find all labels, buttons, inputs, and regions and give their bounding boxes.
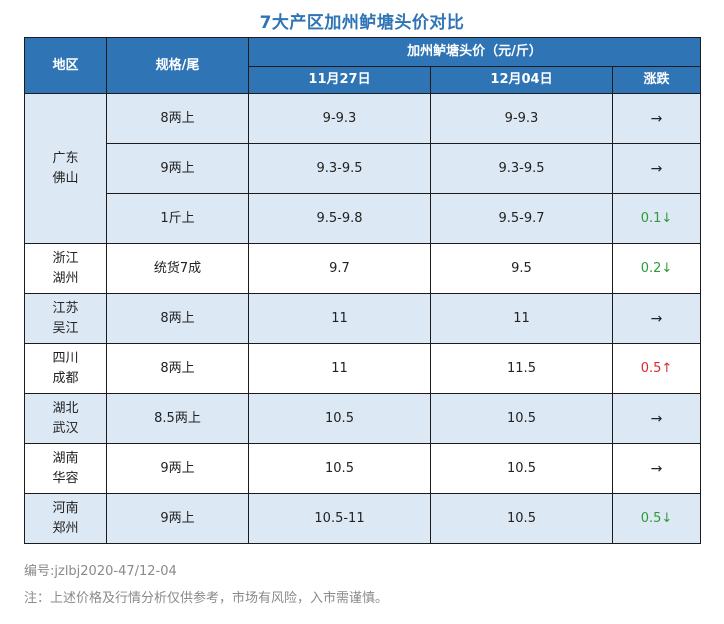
change-cell: → bbox=[612, 393, 701, 444]
spec-cell: 8两上 bbox=[106, 343, 249, 394]
region-cell: 江苏 吴江 bbox=[24, 293, 107, 344]
region-line: 湖南 bbox=[52, 450, 79, 466]
region-cell: 河南 郑州 bbox=[24, 493, 107, 544]
region-line: 河南 bbox=[52, 500, 79, 516]
price-dec04-cell: 9.5-9.7 bbox=[430, 193, 613, 244]
change-cell: 0.2↓ bbox=[612, 243, 701, 294]
price-nov27-cell: 11 bbox=[248, 343, 431, 394]
table-row: 湖北 武汉 8.5两上 10.5 10.5 → bbox=[24, 393, 701, 444]
header-region: 地区 bbox=[24, 37, 107, 94]
region-cell: 广东 佛山 bbox=[24, 93, 107, 244]
price-dec04-cell: 9.3-9.5 bbox=[430, 143, 613, 194]
region-line: 浙江 bbox=[52, 250, 79, 266]
spec-cell: 统货7成 bbox=[106, 243, 249, 294]
change-cell: 0.5↑ bbox=[612, 343, 701, 394]
region-cell: 浙江 湖州 bbox=[24, 243, 107, 294]
price-dec04-cell: 9.5 bbox=[430, 243, 613, 294]
price-dec04-cell: 11.5 bbox=[430, 343, 613, 394]
price-nov27-cell: 10.5 bbox=[248, 443, 431, 494]
table-row: 浙江 湖州 统货7成 9.7 9.5 0.2↓ bbox=[24, 243, 701, 294]
region-line: 江苏 bbox=[52, 300, 79, 316]
change-cell: → bbox=[612, 143, 701, 194]
header-spec: 规格/尾 bbox=[106, 37, 249, 94]
header-change: 涨跌 bbox=[612, 66, 701, 94]
price-dec04-cell: 10.5 bbox=[430, 443, 613, 494]
change-cell: → bbox=[612, 293, 701, 344]
table-row: 9两上 9.3-9.5 9.3-9.5 → bbox=[25, 143, 701, 194]
spec-cell: 8两上 bbox=[106, 93, 249, 144]
region-line: 郑州 bbox=[52, 520, 79, 536]
price-table: 地区 规格/尾 加州鲈塘头价（元/斤） 11月27日 12月04日 涨跌 广东佛… bbox=[24, 37, 701, 544]
spec-cell: 9两上 bbox=[106, 143, 249, 194]
price-nov27-cell: 9-9.3 bbox=[248, 93, 431, 144]
report-code: 编号:jzlbj2020-47/12-04 bbox=[24, 564, 177, 579]
price-nov27-cell: 11 bbox=[248, 293, 431, 344]
header-date-1: 11月27日 bbox=[248, 66, 431, 94]
table-body: 广东 佛山 8两上 9-9.3 9-9.3 → 9两上 9.3-9.5 9.3-9.5 → 1斤上 9… bbox=[24, 93, 701, 544]
table-row: 湖南 华容 9两上 10.5 10.5 → bbox=[24, 443, 701, 494]
spec-cell: 1斤上 bbox=[106, 193, 249, 244]
spec-cell: 8.5两上 bbox=[106, 393, 249, 444]
price-dec04-cell: 10.5 bbox=[430, 393, 613, 444]
price-nov27-cell: 9.3-9.5 bbox=[248, 143, 431, 194]
region-line: 广东 bbox=[52, 150, 79, 166]
page-title: 7大产区加州鲈塘头价对比 bbox=[259, 13, 465, 33]
spec-cell: 8两上 bbox=[106, 293, 249, 344]
spec-cell: 9两上 bbox=[106, 493, 249, 544]
price-dec04-cell: 10.5 bbox=[430, 493, 613, 544]
region-cell: 四川 成都 bbox=[24, 343, 107, 394]
region-line: 华容 bbox=[52, 470, 79, 486]
price-nov27-cell: 10.5 bbox=[248, 393, 431, 444]
table-row: 1斤上 9.5-9.8 9.5-9.7 0.1↓ bbox=[25, 193, 701, 244]
table-row: 河南 郑州 9两上 10.5-11 10.5 0.5↓ bbox=[24, 493, 701, 544]
region-line: 湖北 bbox=[52, 400, 79, 416]
header-price-group: 加州鲈塘头价（元/斤） bbox=[248, 37, 701, 67]
table-row: 广东 佛山 8两上 9-9.3 9-9.3 → bbox=[24, 93, 701, 244]
region-line: 武汉 bbox=[52, 420, 79, 436]
change-cell: 0.5↓ bbox=[612, 493, 701, 544]
price-nov27-cell: 9.5-9.8 bbox=[248, 193, 431, 244]
region-line: 吴江 bbox=[52, 320, 79, 336]
price-dec04-cell: 11 bbox=[430, 293, 613, 344]
change-cell: → bbox=[612, 443, 701, 494]
disclaimer-note: 注：上述价格及行情分析仅供参考，市场有风险，入市需谨慎。 bbox=[24, 591, 389, 606]
change-cell: 0.1↓ bbox=[612, 193, 701, 244]
region-line: 成都 bbox=[52, 370, 79, 386]
region-line: 四川 bbox=[52, 350, 79, 366]
table-row: 四川 成都 8两上 11 11.5 0.5↑ bbox=[24, 343, 701, 394]
region-line: 湖州 bbox=[52, 270, 79, 286]
change-cell: → bbox=[612, 93, 701, 144]
price-nov27-cell: 10.5-11 bbox=[248, 493, 431, 544]
table-row: 江苏 吴江 8两上 11 11 → bbox=[24, 293, 701, 344]
spec-cell: 9两上 bbox=[106, 443, 249, 494]
header-date-2: 12月04日 bbox=[430, 66, 613, 94]
region-line: 佛山 bbox=[52, 170, 79, 186]
price-dec04-cell: 9-9.3 bbox=[430, 93, 613, 144]
region-cell: 湖南 华容 bbox=[24, 443, 107, 494]
price-nov27-cell: 9.7 bbox=[248, 243, 431, 294]
region-cell: 湖北 武汉 bbox=[24, 393, 107, 444]
